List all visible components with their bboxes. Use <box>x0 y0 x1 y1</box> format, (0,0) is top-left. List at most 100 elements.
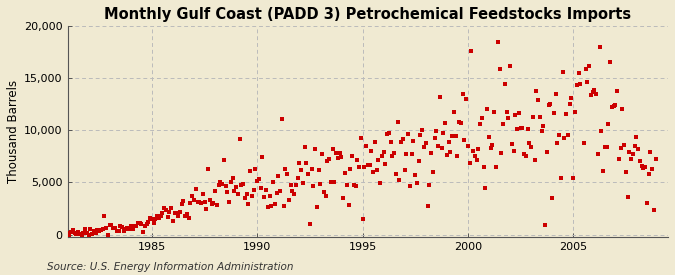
Point <box>109 226 120 230</box>
Point <box>640 165 651 169</box>
Point <box>229 189 240 193</box>
Point <box>529 158 540 163</box>
Point <box>155 214 166 219</box>
Point <box>494 67 505 71</box>
Point <box>441 152 452 157</box>
Point <box>549 111 560 115</box>
Point <box>289 191 300 196</box>
Point <box>182 212 192 216</box>
Point <box>631 134 642 139</box>
Point <box>180 213 190 218</box>
Point <box>417 127 428 132</box>
Point <box>470 154 481 158</box>
Point <box>327 147 338 151</box>
Point <box>634 159 645 163</box>
Point <box>426 151 437 155</box>
Point <box>105 223 115 228</box>
Point <box>603 122 614 126</box>
Point <box>333 156 344 160</box>
Point <box>364 163 375 167</box>
Point <box>584 64 595 68</box>
Point <box>383 131 394 135</box>
Point <box>612 89 622 93</box>
Point <box>471 157 482 162</box>
Point <box>475 122 485 126</box>
Point <box>278 204 289 209</box>
Point <box>236 183 247 188</box>
Point <box>308 184 319 189</box>
Point <box>357 216 368 221</box>
Point <box>296 168 306 173</box>
Point <box>192 200 203 205</box>
Point <box>556 176 566 181</box>
Point <box>562 133 573 138</box>
Point <box>348 183 359 188</box>
Point <box>80 227 90 231</box>
Point <box>545 102 556 107</box>
Point <box>596 128 607 133</box>
Point <box>506 142 517 146</box>
Point <box>457 92 468 96</box>
Point <box>508 149 519 153</box>
Point <box>571 82 582 87</box>
Point <box>299 144 310 149</box>
Point <box>587 90 598 94</box>
Point <box>82 231 92 236</box>
Point <box>250 167 261 171</box>
Point <box>468 149 479 153</box>
Point <box>651 157 661 161</box>
Point <box>491 165 502 169</box>
Point <box>589 88 599 92</box>
Point <box>531 89 542 94</box>
Point <box>517 125 528 130</box>
Point <box>371 168 382 172</box>
Point <box>136 222 146 226</box>
Point <box>619 143 630 147</box>
Point <box>533 98 543 102</box>
Point <box>322 159 333 163</box>
Point <box>362 162 373 167</box>
Point <box>287 189 298 194</box>
Point <box>626 157 637 161</box>
Point <box>85 227 96 231</box>
Point <box>558 69 568 74</box>
Point <box>336 155 347 159</box>
Point <box>610 103 621 107</box>
Point <box>552 141 563 145</box>
Point <box>317 152 327 156</box>
Point <box>580 66 591 71</box>
Point <box>559 135 570 140</box>
Point <box>382 131 393 136</box>
Point <box>108 226 119 230</box>
Point <box>524 141 535 145</box>
Point <box>132 221 143 225</box>
Point <box>359 164 370 169</box>
Point <box>629 144 640 148</box>
Point <box>185 201 196 206</box>
Point <box>375 181 385 186</box>
Point <box>368 170 379 175</box>
Point <box>380 162 391 166</box>
Point <box>535 115 545 119</box>
Point <box>94 229 105 233</box>
Point <box>90 231 101 236</box>
Point <box>643 172 654 176</box>
Point <box>433 144 443 148</box>
Point <box>561 112 572 116</box>
Point <box>324 156 335 161</box>
Point <box>141 222 152 226</box>
Point <box>222 190 233 195</box>
Point <box>273 174 284 178</box>
Point <box>162 215 173 219</box>
Point <box>103 232 113 237</box>
Point <box>325 180 336 185</box>
Point <box>187 194 198 198</box>
Point <box>88 229 99 233</box>
Point <box>70 231 80 235</box>
Point <box>628 152 639 156</box>
Point <box>292 176 303 180</box>
Point <box>143 220 154 224</box>
Point <box>573 71 584 76</box>
Point <box>248 188 259 192</box>
Point <box>543 103 554 107</box>
